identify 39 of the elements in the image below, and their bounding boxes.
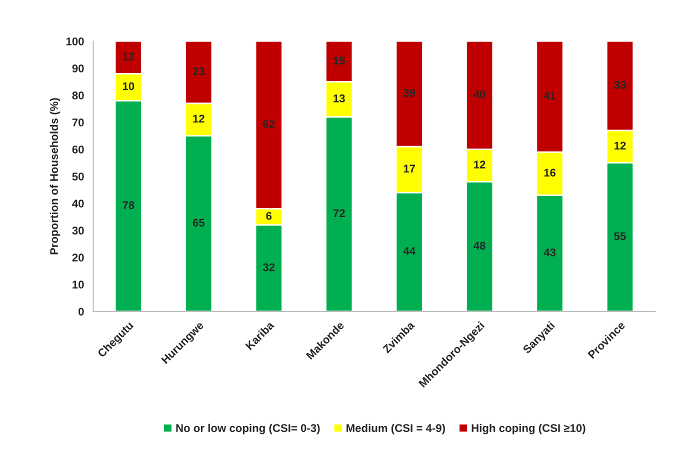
data-label: 12 (122, 52, 134, 60)
y-tick-label: 0 (78, 308, 84, 316)
data-label: 12 (193, 114, 204, 122)
y-tick-label: 10 (72, 280, 84, 289)
data-label: 12 (474, 160, 486, 168)
data-label: 15 (334, 56, 345, 64)
data-label: 23 (192, 67, 204, 76)
data-label: 12 (614, 142, 626, 150)
data-label: 33 (614, 80, 626, 89)
y-tick-label: 60 (72, 146, 84, 154)
data-label: 10 (122, 82, 134, 90)
y-tick-label: 70 (72, 118, 84, 126)
y-tick-label: 90 (72, 64, 84, 72)
data-label: 44 (403, 247, 416, 255)
data-label: 41 (544, 92, 556, 100)
legend-label: No or low coping (CSI= 0-3) (176, 424, 320, 434)
y-tick-label: 50 (72, 172, 84, 180)
data-label: 6 (266, 212, 272, 220)
legend-label: Medium (CSI = 4-9) (346, 424, 445, 434)
data-label: 72 (333, 209, 345, 218)
data-label: 65 (192, 218, 205, 227)
y-tick-label: 40 (72, 200, 84, 208)
y-tick-label: 30 (72, 226, 84, 235)
y-tick-label: 80 (72, 92, 84, 100)
y-tick-label: 100 (66, 37, 84, 46)
data-label: 16 (544, 168, 556, 177)
data-label: 13 (334, 94, 345, 102)
data-label: 40 (474, 90, 486, 98)
data-label: 43 (544, 248, 556, 256)
data-label: 17 (404, 164, 416, 172)
data-label: 62 (263, 120, 275, 128)
y-tick-label: 20 (72, 254, 84, 262)
data-label: 32 (262, 263, 275, 272)
legend-label: High coping (CSI ≥10) (472, 424, 586, 434)
data-label: 48 (474, 242, 486, 250)
data-label: 78 (122, 201, 134, 210)
data-label: 55 (614, 232, 626, 240)
data-label: 39 (403, 89, 416, 97)
y-axis-title: Proportion of Households (%) (50, 98, 60, 254)
